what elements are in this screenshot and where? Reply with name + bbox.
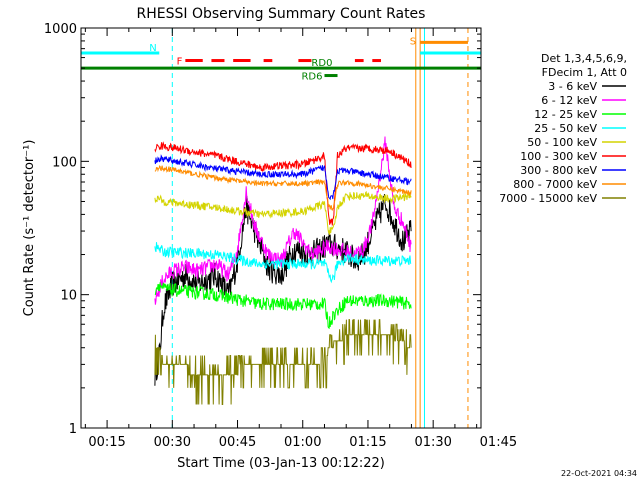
state-bar-label: F <box>177 57 183 68</box>
series-line <box>154 190 412 235</box>
legend-entry-label: 50 - 100 keV <box>527 136 597 149</box>
x-tick-label: 00:30 <box>154 435 191 450</box>
series-line <box>154 154 412 201</box>
legend-entry-label: 100 - 300 keV <box>520 150 597 163</box>
legend-entry-label: 7000 - 15000 keV <box>499 192 597 205</box>
legend-header: FDecim 1, Att 0 <box>542 66 627 79</box>
plot-area: N F S RD0 RD6 <box>80 28 482 428</box>
series-line <box>154 242 412 284</box>
legend-entry-label: 800 - 7000 keV <box>513 178 597 191</box>
legend: Det 1,3,4,5,6,9,FDecim 1, Att 03 - 6 keV… <box>499 52 627 205</box>
legend-header: Det 1,3,4,5,6,9, <box>541 52 627 65</box>
y-tick-label: 1000 <box>44 22 77 37</box>
x-tick-label: 00:15 <box>88 435 125 450</box>
y-tick-label: 10 <box>60 289 77 304</box>
x-tick-label: 01:45 <box>480 435 517 450</box>
x-axis-label: Start Time (03-Jan-13 00:12:22) <box>177 456 385 471</box>
series-line <box>154 165 412 211</box>
series-line <box>154 136 412 305</box>
state-bar-label: RD6 <box>301 72 322 83</box>
legend-entry-label: 300 - 800 keV <box>520 164 597 177</box>
state-bar-label: S <box>410 36 416 47</box>
chart-title: RHESSI Observing Summary Count Rates <box>137 6 426 22</box>
legend-entry-label: 25 - 50 keV <box>534 122 597 135</box>
x-tick-label: 01:30 <box>414 435 451 450</box>
state-bar-label: N <box>149 43 156 54</box>
legend-entry-label: 12 - 25 keV <box>534 108 597 121</box>
y-tick-label: 100 <box>52 155 77 170</box>
series-line <box>154 141 412 226</box>
legend-entry-label: 3 - 6 keV <box>548 80 597 93</box>
legend-entry-label: 6 - 12 keV <box>541 94 597 107</box>
series-line <box>154 319 412 405</box>
footer-timestamp: 22-Oct-2021 04:34 <box>561 469 637 478</box>
state-bar-label: RD0 <box>311 58 332 69</box>
y-tick-label: 1 <box>69 422 77 437</box>
series-line <box>154 282 412 330</box>
x-tick-label: 01:15 <box>349 435 386 450</box>
x-tick-label: 00:45 <box>219 435 256 450</box>
y-axis-label: Count Rate (s⁻¹ detector⁻¹) <box>22 140 37 317</box>
axes: 1 10 100 1000 00:15 00:30 00:45 01:00 01:15 01:30… <box>44 22 517 450</box>
x-tick-label: 01:00 <box>284 435 321 450</box>
